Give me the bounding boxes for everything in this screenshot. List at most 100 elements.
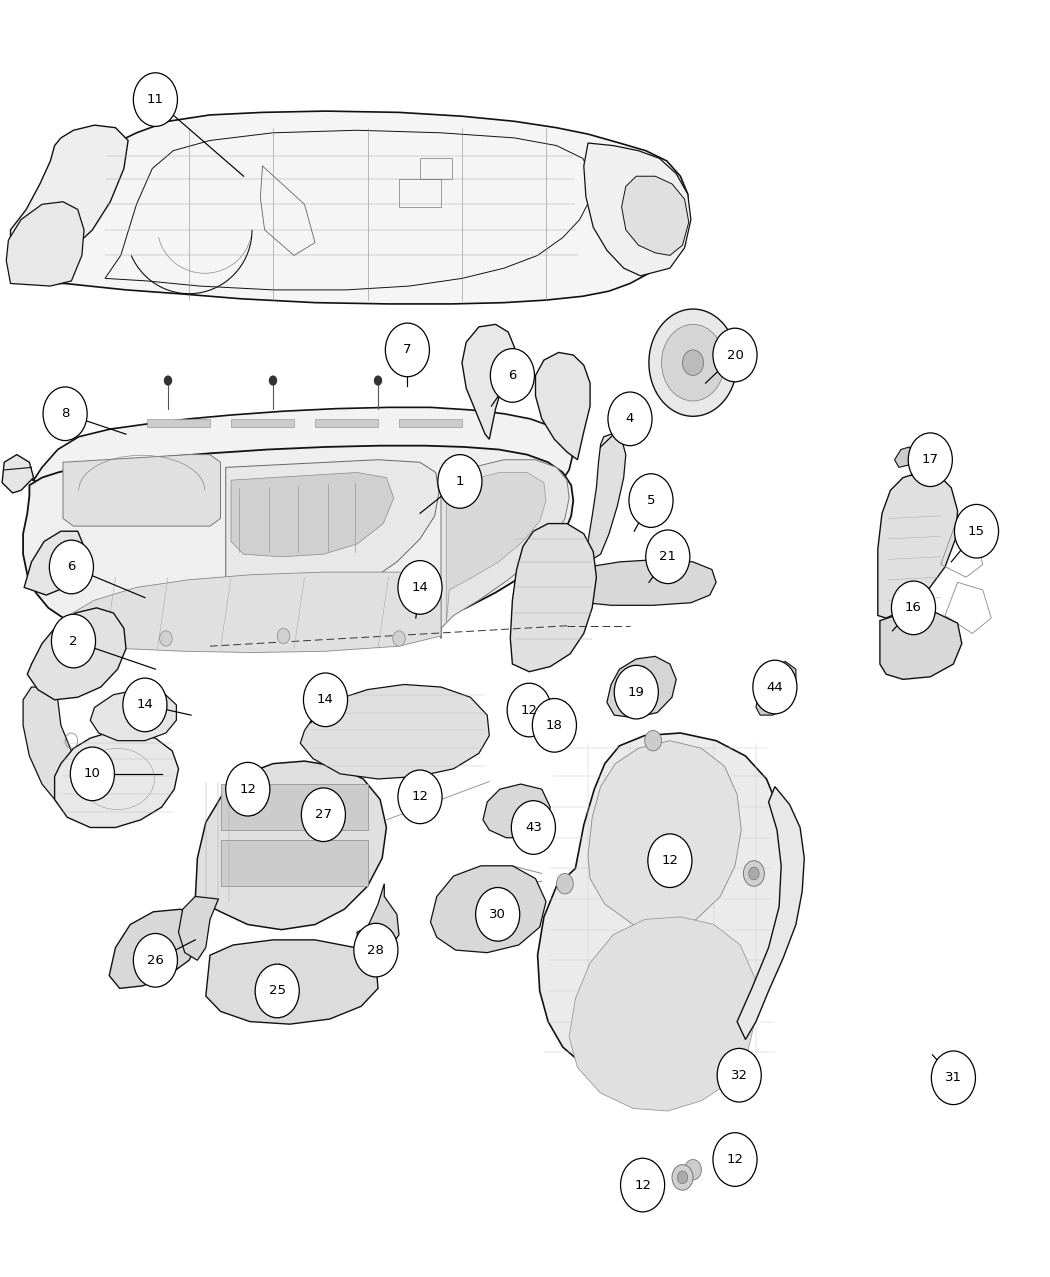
Polygon shape xyxy=(430,866,546,953)
Circle shape xyxy=(51,614,96,668)
Text: 18: 18 xyxy=(546,719,563,732)
Text: 32: 32 xyxy=(731,1069,748,1082)
Circle shape xyxy=(226,762,270,816)
Circle shape xyxy=(438,455,482,508)
Text: 27: 27 xyxy=(315,808,332,821)
Text: 14: 14 xyxy=(412,581,428,594)
Circle shape xyxy=(685,1160,701,1180)
Circle shape xyxy=(727,1139,743,1160)
Circle shape xyxy=(891,581,936,635)
Polygon shape xyxy=(588,434,626,559)
Circle shape xyxy=(354,923,398,977)
Text: 1: 1 xyxy=(456,475,464,488)
Circle shape xyxy=(614,665,658,719)
Polygon shape xyxy=(226,460,439,631)
Circle shape xyxy=(629,474,673,527)
Polygon shape xyxy=(52,111,688,304)
Polygon shape xyxy=(231,472,394,557)
Circle shape xyxy=(743,861,764,886)
Text: 25: 25 xyxy=(269,985,286,997)
Bar xyxy=(420,158,451,179)
Polygon shape xyxy=(756,661,796,715)
Polygon shape xyxy=(878,472,958,618)
Bar xyxy=(399,179,441,207)
Circle shape xyxy=(70,747,114,801)
Text: 7: 7 xyxy=(403,344,412,356)
Circle shape xyxy=(649,309,737,416)
Text: 44: 44 xyxy=(766,681,783,693)
Circle shape xyxy=(648,834,692,888)
Text: 14: 14 xyxy=(136,699,153,711)
Circle shape xyxy=(123,678,167,732)
Polygon shape xyxy=(578,559,716,605)
Polygon shape xyxy=(510,524,596,672)
Polygon shape xyxy=(584,143,691,276)
Text: 28: 28 xyxy=(368,944,384,956)
Circle shape xyxy=(507,683,551,737)
Circle shape xyxy=(277,628,290,644)
Polygon shape xyxy=(737,787,804,1039)
Polygon shape xyxy=(569,917,756,1111)
Text: 12: 12 xyxy=(239,783,256,796)
Polygon shape xyxy=(29,407,572,513)
Circle shape xyxy=(753,660,797,714)
Text: 5: 5 xyxy=(647,494,655,507)
Polygon shape xyxy=(462,324,514,439)
Polygon shape xyxy=(27,608,126,700)
Text: 31: 31 xyxy=(945,1071,962,1084)
Circle shape xyxy=(713,1133,757,1186)
Text: 12: 12 xyxy=(662,854,678,867)
Circle shape xyxy=(749,867,759,880)
Bar xyxy=(315,419,378,427)
Circle shape xyxy=(511,801,555,854)
Bar xyxy=(147,419,210,427)
Polygon shape xyxy=(10,125,128,255)
Circle shape xyxy=(556,873,573,894)
Circle shape xyxy=(255,964,299,1018)
Circle shape xyxy=(374,375,382,386)
Circle shape xyxy=(677,1171,688,1184)
Text: 8: 8 xyxy=(61,407,69,420)
Circle shape xyxy=(133,73,177,126)
Polygon shape xyxy=(90,690,176,741)
Polygon shape xyxy=(24,531,84,595)
Polygon shape xyxy=(536,352,590,460)
Text: 6: 6 xyxy=(67,561,76,573)
Text: 17: 17 xyxy=(922,453,939,466)
Polygon shape xyxy=(23,446,573,646)
Circle shape xyxy=(532,699,576,752)
Circle shape xyxy=(717,1048,761,1102)
Bar xyxy=(220,784,368,830)
Circle shape xyxy=(476,888,520,941)
Polygon shape xyxy=(2,455,34,493)
Polygon shape xyxy=(55,733,178,827)
Polygon shape xyxy=(68,572,441,653)
Circle shape xyxy=(537,714,547,727)
Text: 20: 20 xyxy=(727,349,743,361)
Circle shape xyxy=(731,1142,752,1167)
Text: 30: 30 xyxy=(489,908,506,921)
Text: 4: 4 xyxy=(626,412,634,425)
Circle shape xyxy=(43,387,87,441)
Polygon shape xyxy=(23,687,113,820)
Polygon shape xyxy=(109,909,200,988)
Text: 10: 10 xyxy=(84,767,101,780)
Circle shape xyxy=(385,323,429,377)
Text: 16: 16 xyxy=(905,601,922,614)
Circle shape xyxy=(301,788,345,842)
Circle shape xyxy=(398,770,442,824)
Text: 21: 21 xyxy=(659,550,676,563)
Text: 43: 43 xyxy=(525,821,542,834)
Polygon shape xyxy=(895,447,914,467)
Text: 12: 12 xyxy=(521,704,538,716)
Text: 12: 12 xyxy=(412,790,428,803)
Polygon shape xyxy=(607,656,676,718)
Polygon shape xyxy=(6,202,84,286)
Polygon shape xyxy=(588,741,741,930)
Circle shape xyxy=(133,933,177,987)
Polygon shape xyxy=(483,784,550,838)
Circle shape xyxy=(713,328,757,382)
Circle shape xyxy=(269,375,277,386)
Circle shape xyxy=(662,324,724,401)
Circle shape xyxy=(160,631,172,646)
